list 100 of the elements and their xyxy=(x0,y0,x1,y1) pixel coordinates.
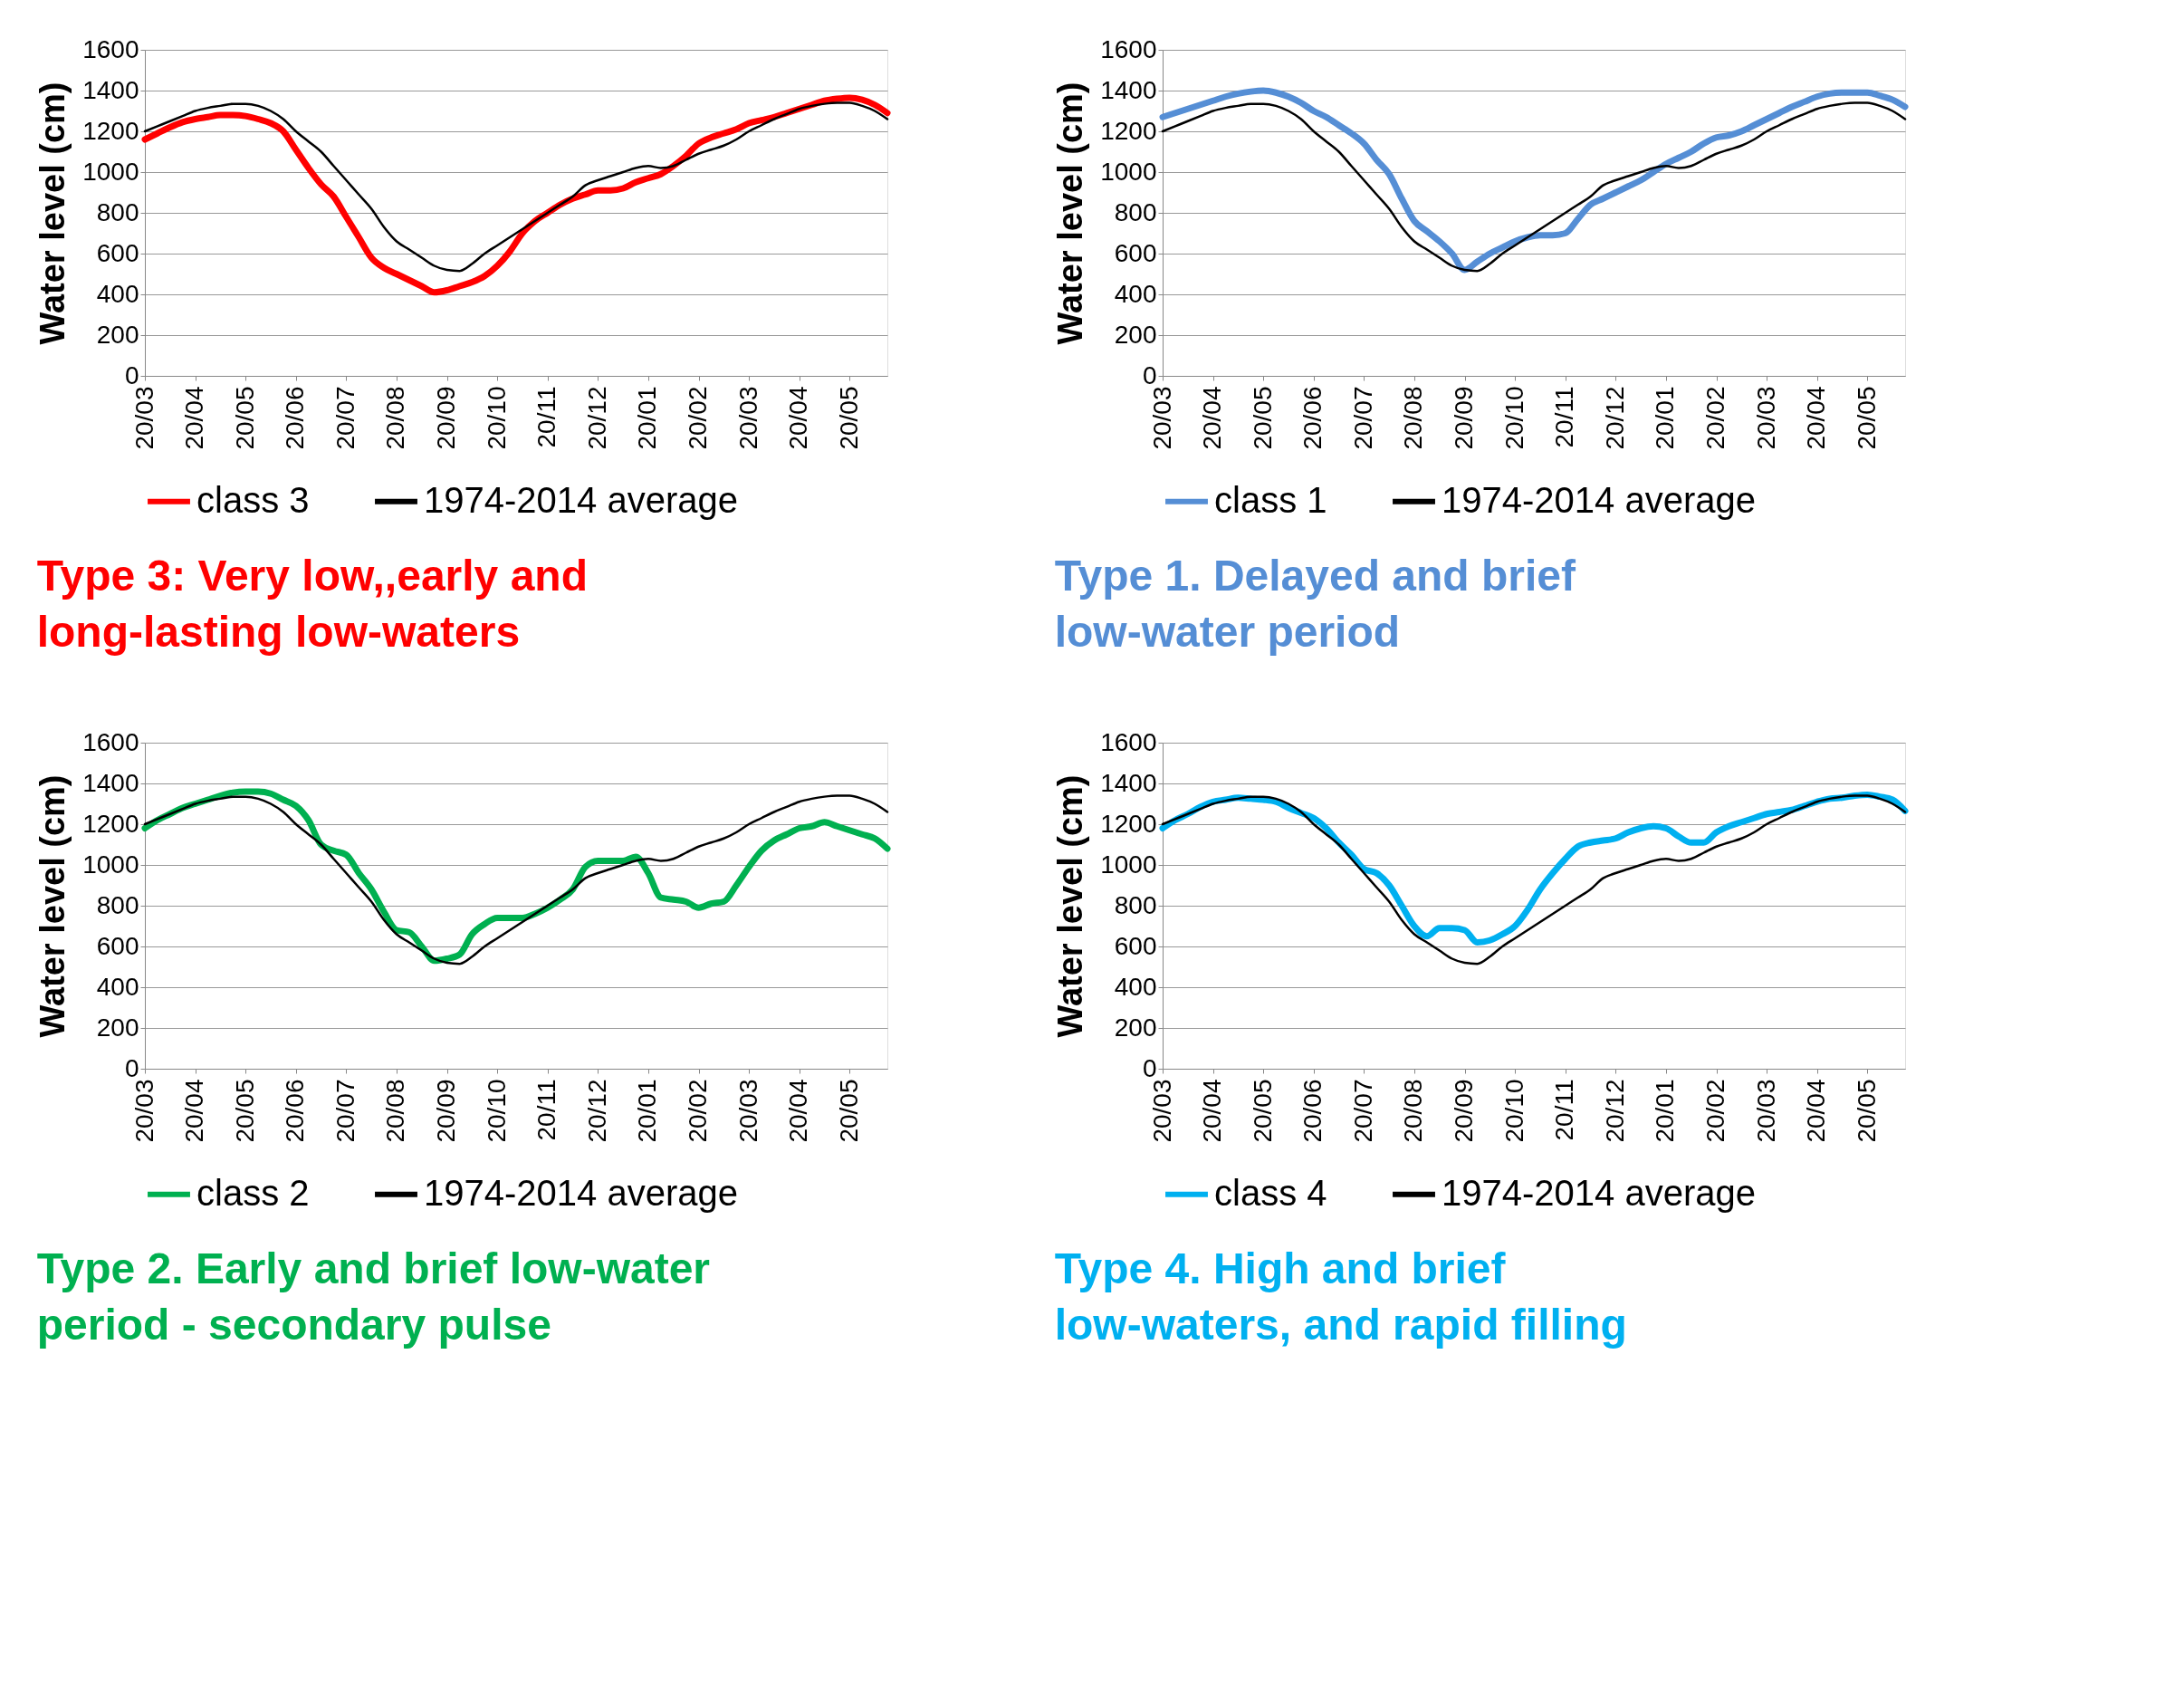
x-tick-label: 20/10 xyxy=(482,386,511,450)
y-tick-label: 1600 xyxy=(1100,34,1157,63)
x-tick-label: 20/10 xyxy=(1499,386,1528,450)
y-tick-label: 200 xyxy=(96,320,139,349)
x-tick-label: 20/03 xyxy=(1751,1079,1780,1143)
x-tick-label: 20/08 xyxy=(1399,386,1428,450)
y-tick-label: 1600 xyxy=(1100,727,1157,756)
x-tick-label: 20/07 xyxy=(330,386,359,450)
x-tick-label: 20/05 xyxy=(1248,386,1277,450)
x-tick-label: 20/05 xyxy=(230,1079,259,1143)
y-axis-title: Water level (cm) xyxy=(34,82,72,345)
x-tick-label: 20/03 xyxy=(1147,1079,1176,1143)
y-tick-label: 1200 xyxy=(82,809,139,838)
y-tick-label: 1200 xyxy=(1100,809,1157,838)
y-tick-label: 1400 xyxy=(1100,768,1157,797)
x-tick-label: 20/05 xyxy=(834,1079,863,1143)
x-tick-label: 20/01 xyxy=(633,386,662,450)
y-tick-label: 1600 xyxy=(82,727,139,756)
y-tick-label: 600 xyxy=(96,238,139,267)
x-tick-label: 20/06 xyxy=(281,1079,310,1143)
y-tick-label: 400 xyxy=(96,972,139,1001)
x-tick-label: 20/07 xyxy=(1348,386,1377,450)
y-tick-label: 200 xyxy=(96,1013,139,1042)
x-tick-label: 20/03 xyxy=(733,1079,762,1143)
x-tick-label: 20/09 xyxy=(432,1079,461,1143)
x-tick-label: 20/04 xyxy=(1198,386,1227,450)
y-tick-label: 1600 xyxy=(82,34,139,63)
y-tick-label: 600 xyxy=(96,931,139,960)
y-tick-label: 400 xyxy=(96,279,139,308)
x-tick-label: 20/09 xyxy=(1450,386,1479,450)
legend-label: 1974-2014 average xyxy=(1442,1172,1756,1213)
x-tick-label: 20/06 xyxy=(1298,386,1327,450)
y-tick-label: 600 xyxy=(1114,238,1157,267)
x-tick-label: 20/08 xyxy=(381,1079,410,1143)
x-tick-label: 20/05 xyxy=(1852,1079,1881,1143)
x-tick-label: 20/10 xyxy=(482,1079,511,1143)
y-tick-label: 1000 xyxy=(1100,157,1157,186)
x-tick-label: 20/03 xyxy=(1751,386,1780,450)
x-tick-label: 20/08 xyxy=(381,386,410,450)
legend-label: 1974-2014 average xyxy=(1442,479,1756,520)
x-tick-label: 20/12 xyxy=(582,386,611,450)
x-tick-label: 20/11 xyxy=(532,386,561,448)
x-tick-label: 20/04 xyxy=(784,386,813,450)
legend-label: class 4 xyxy=(1214,1172,1327,1213)
x-tick-label: 20/11 xyxy=(1550,386,1579,448)
y-tick-label: 800 xyxy=(1114,890,1157,919)
x-tick-label: 20/02 xyxy=(1701,1079,1730,1143)
x-tick-label: 20/03 xyxy=(129,386,158,450)
y-tick-label: 1200 xyxy=(82,116,139,145)
x-tick-label: 20/04 xyxy=(180,386,209,450)
x-tick-label: 20/08 xyxy=(1399,1079,1428,1143)
x-tick-label: 20/04 xyxy=(784,1079,813,1143)
x-tick-label: 20/09 xyxy=(1450,1079,1479,1143)
text: Type 1. Delayed and brief low-water period xyxy=(1054,552,1577,656)
x-tick-label: 20/07 xyxy=(1348,1079,1377,1143)
x-tick-label: 20/07 xyxy=(330,1079,359,1143)
legend-label: 1974-2014 average xyxy=(424,479,738,520)
y-tick-label: 200 xyxy=(1114,320,1157,349)
y-tick-label: 400 xyxy=(1114,279,1157,308)
x-tick-label: 20/11 xyxy=(1550,1079,1579,1141)
x-tick-label: 20/09 xyxy=(432,386,461,450)
x-tick-label: 20/06 xyxy=(1298,1079,1327,1143)
legend-label: class 3 xyxy=(196,479,310,520)
x-tick-label: 20/06 xyxy=(281,386,310,450)
y-tick-label: 600 xyxy=(1114,931,1157,960)
text: Type 3: Very low,,early and long-lasting low-waters xyxy=(36,552,588,656)
y-tick-label: 1400 xyxy=(1100,75,1157,104)
y-tick-label: 400 xyxy=(1114,972,1157,1001)
x-tick-label: 20/04 xyxy=(1198,1079,1227,1143)
y-tick-label: 800 xyxy=(96,197,139,226)
legend-label: 1974-2014 average xyxy=(424,1172,738,1213)
y-tick-label: 1000 xyxy=(82,157,139,186)
legend-label: class 1 xyxy=(1214,479,1327,520)
x-tick-label: 20/10 xyxy=(1499,1079,1528,1143)
x-tick-label: 20/05 xyxy=(1852,386,1881,450)
y-tick-label: 1200 xyxy=(1100,116,1157,145)
x-tick-label: 20/03 xyxy=(1147,386,1176,450)
y-tick-label: 1400 xyxy=(82,75,139,104)
y-tick-label: 200 xyxy=(1114,1013,1157,1042)
x-tick-label: 20/04 xyxy=(1802,1079,1831,1143)
text: Type 4. High and brief low-waters, and rapid filling xyxy=(1054,1244,1627,1349)
x-tick-label: 20/03 xyxy=(733,386,762,450)
x-tick-label: 20/01 xyxy=(1651,386,1680,450)
y-tick-label: 800 xyxy=(1114,197,1157,226)
x-tick-label: 20/01 xyxy=(1651,1079,1680,1143)
text: Type 2. Early and brief low-water period - secondary pulse xyxy=(36,1244,711,1349)
y-tick-label: 1000 xyxy=(82,850,139,879)
x-tick-label: 20/12 xyxy=(582,1079,611,1143)
x-tick-label: 20/11 xyxy=(532,1079,561,1141)
x-tick-label: 20/02 xyxy=(1701,386,1730,450)
x-tick-label: 20/12 xyxy=(1600,1079,1629,1143)
x-tick-label: 20/04 xyxy=(180,1079,209,1143)
y-axis-title: Water level (cm) xyxy=(34,774,72,1038)
legend-label: class 2 xyxy=(196,1172,310,1213)
x-tick-label: 20/02 xyxy=(684,1079,713,1143)
x-tick-label: 20/04 xyxy=(1802,386,1831,450)
x-tick-label: 20/12 xyxy=(1600,386,1629,450)
x-tick-label: 20/05 xyxy=(1248,1079,1277,1143)
x-tick-label: 20/01 xyxy=(633,1079,662,1143)
y-axis-title: Water level (cm) xyxy=(1051,82,1090,345)
